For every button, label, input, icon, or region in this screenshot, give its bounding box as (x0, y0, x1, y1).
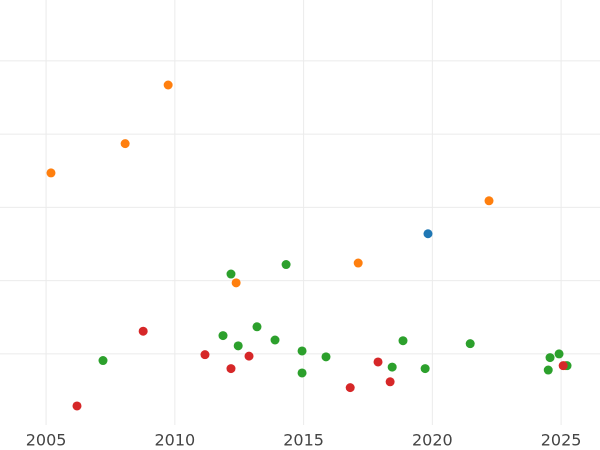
point (72, 401, 82, 411)
point (98, 356, 108, 366)
point (281, 260, 291, 270)
point (244, 351, 254, 361)
point (385, 377, 395, 387)
point (120, 139, 130, 149)
point (297, 346, 307, 356)
point (226, 269, 236, 279)
point (252, 322, 262, 332)
point (387, 362, 397, 372)
point (218, 331, 228, 341)
point (270, 335, 280, 345)
point (321, 352, 331, 362)
point (423, 229, 433, 239)
point (200, 350, 210, 360)
point (353, 258, 363, 268)
x-tick-label: 2005 (26, 431, 67, 450)
point (558, 361, 568, 371)
x-tick-label: 2025 (541, 431, 582, 450)
x-tick-label: 2020 (412, 431, 453, 450)
point (231, 278, 241, 288)
point (484, 196, 494, 206)
point (138, 326, 148, 336)
point (46, 168, 56, 178)
point (398, 336, 408, 346)
point (345, 383, 355, 393)
point (420, 364, 430, 374)
point (297, 368, 307, 378)
point (543, 365, 553, 375)
x-tick-label: 2010 (154, 431, 195, 450)
point (554, 349, 564, 359)
point (373, 357, 383, 367)
point (465, 339, 475, 349)
x-tick-label: 2015 (283, 431, 324, 450)
point (163, 80, 173, 90)
point (226, 364, 236, 374)
point (545, 353, 555, 363)
point (233, 341, 243, 351)
